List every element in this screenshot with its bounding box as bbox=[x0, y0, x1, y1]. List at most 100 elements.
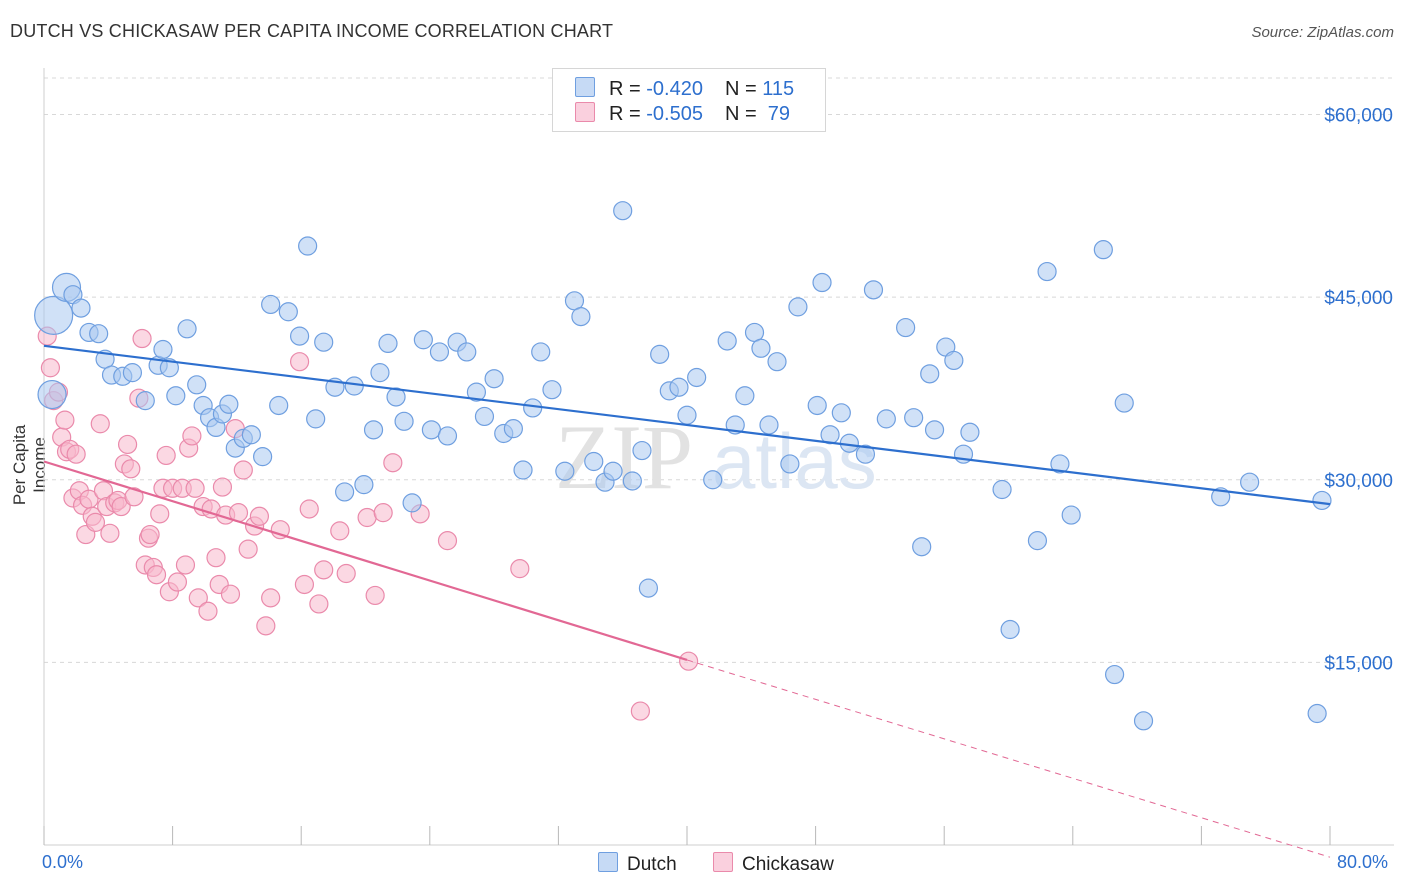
dutch-point bbox=[314, 332, 334, 352]
dutch-point bbox=[177, 319, 197, 339]
dutch-point bbox=[584, 451, 604, 472]
chickasaw-point bbox=[330, 521, 350, 541]
dutch-point bbox=[241, 425, 261, 445]
chickasaw-point bbox=[185, 478, 205, 498]
dutch-point bbox=[820, 425, 840, 445]
n-value-dutch: 115 bbox=[762, 78, 795, 100]
chickasaw-trend-extension bbox=[686, 659, 1331, 858]
r-label: R = bbox=[609, 78, 647, 100]
dutch-point bbox=[920, 364, 940, 384]
chickasaw-point bbox=[630, 701, 650, 721]
dutch-point bbox=[571, 307, 591, 327]
chickasaw-point bbox=[238, 539, 258, 559]
chickasaw-point bbox=[299, 499, 319, 519]
dutch-point bbox=[378, 333, 398, 354]
chickasaw-point bbox=[156, 445, 176, 466]
chickasaw-point bbox=[188, 588, 208, 608]
dutch-point bbox=[924, 420, 945, 440]
chickasaw-point bbox=[233, 460, 253, 480]
dutch-point bbox=[429, 342, 450, 362]
chickasaw-point bbox=[198, 601, 218, 621]
dutch-point bbox=[34, 295, 74, 336]
n-label: N = bbox=[724, 78, 763, 100]
dutch-point bbox=[269, 395, 289, 416]
chickasaw-trend-line bbox=[43, 460, 688, 661]
dutch-point bbox=[37, 379, 67, 410]
chickasaw-point bbox=[121, 459, 141, 479]
dutch-point bbox=[484, 369, 504, 389]
dutch-point bbox=[735, 386, 755, 406]
dutch-point bbox=[1240, 472, 1260, 492]
dutch-point bbox=[876, 409, 896, 429]
y-tick-label: $30,000 bbox=[1324, 471, 1393, 492]
legend-label-dutch: Dutch bbox=[627, 854, 677, 875]
dutch-point bbox=[466, 382, 487, 402]
n-label: N = bbox=[724, 103, 763, 125]
dutch-point bbox=[613, 201, 633, 221]
chickasaw-point bbox=[679, 651, 699, 671]
x-tick-label-min: 0.0% bbox=[42, 852, 84, 872]
chickasaw-swatch bbox=[713, 852, 733, 872]
legend-row-dutch: R = -0.420 N = 115 bbox=[575, 77, 794, 101]
n-value-chickasaw: 79 bbox=[762, 103, 791, 125]
dutch-point bbox=[650, 344, 670, 364]
chickasaw-point bbox=[294, 574, 315, 595]
dutch-point bbox=[687, 367, 707, 388]
dutch-point bbox=[474, 406, 495, 427]
y-tick-label: $45,000 bbox=[1324, 288, 1393, 309]
dutch-point bbox=[261, 294, 281, 315]
dutch-point bbox=[122, 363, 143, 383]
dutch-point bbox=[1133, 711, 1154, 731]
dutch-point bbox=[896, 317, 916, 338]
dutch-point bbox=[960, 422, 980, 442]
chickasaw-point bbox=[182, 426, 202, 446]
chickasaw-point bbox=[66, 444, 86, 464]
y-tick-label: $15,000 bbox=[1324, 653, 1393, 674]
dutch-point bbox=[354, 475, 374, 495]
dutch-point bbox=[363, 420, 384, 440]
legend-label-chickasaw: Chickasaw bbox=[742, 854, 834, 875]
dutch-point bbox=[413, 330, 433, 350]
chickasaw-point bbox=[146, 565, 167, 585]
dutch-point bbox=[1093, 240, 1113, 260]
dutch-swatch bbox=[575, 77, 595, 97]
chickasaw-point bbox=[309, 594, 329, 614]
dutch-point bbox=[253, 447, 273, 467]
dutch-point bbox=[402, 493, 422, 513]
chickasaw-point bbox=[373, 503, 393, 523]
dutch-point bbox=[1307, 703, 1327, 724]
dutch-point bbox=[159, 358, 179, 378]
dutch-point bbox=[717, 331, 737, 351]
chickasaw-point bbox=[256, 616, 276, 636]
dutch-point bbox=[831, 403, 851, 423]
dutch-point bbox=[219, 394, 239, 414]
dutch-point bbox=[555, 461, 575, 481]
chickasaw-point bbox=[289, 352, 310, 372]
dutch-point bbox=[71, 298, 91, 318]
chickasaw-point bbox=[336, 563, 356, 584]
dutch-point bbox=[187, 375, 207, 395]
chickasaw-point bbox=[132, 328, 152, 349]
dutch-point bbox=[1061, 505, 1081, 525]
dutch-point bbox=[812, 272, 832, 293]
chickasaw-point bbox=[365, 585, 385, 606]
chickasaw-point bbox=[261, 588, 281, 608]
dutch-point bbox=[306, 409, 326, 429]
chickasaw-point bbox=[40, 358, 61, 378]
chickasaw-point bbox=[117, 434, 138, 455]
dutch-swatch bbox=[598, 852, 618, 872]
r-value-dutch: -0.420 bbox=[646, 78, 703, 100]
dutch-point bbox=[632, 440, 652, 461]
legend-row-chickasaw: R = -0.505 N = 79 bbox=[575, 102, 790, 126]
dutch-point bbox=[421, 420, 442, 440]
dutch-point bbox=[677, 405, 697, 425]
chickasaw-point bbox=[220, 584, 241, 604]
watermark: ZIP atlas bbox=[555, 406, 877, 508]
chickasaw-point bbox=[437, 531, 458, 551]
chickasaw-point bbox=[85, 512, 106, 532]
dutch-point bbox=[166, 386, 186, 406]
legend-item-dutch: Dutch bbox=[598, 852, 677, 876]
dutch-point bbox=[669, 377, 689, 397]
dutch-point bbox=[542, 380, 562, 400]
